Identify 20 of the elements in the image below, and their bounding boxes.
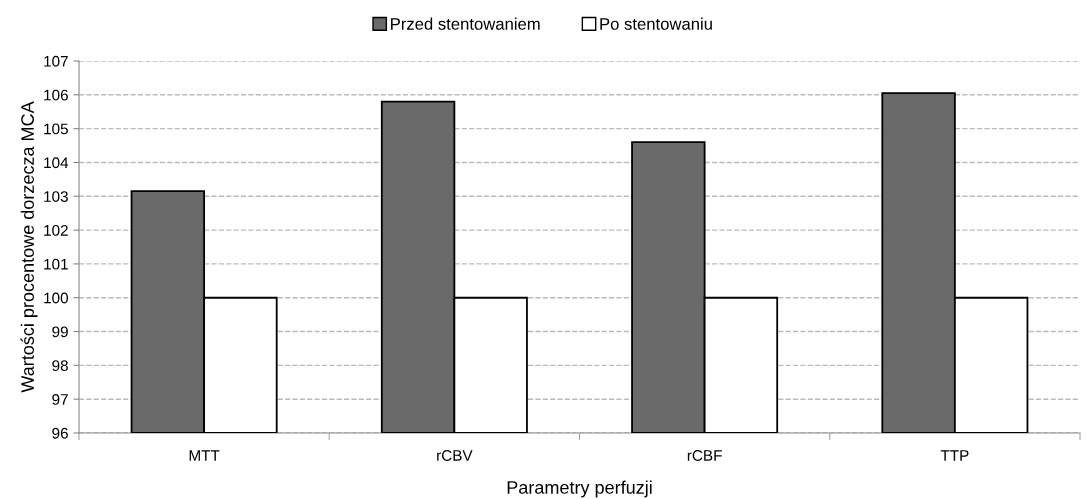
legend-label: Po stentowaniu — [600, 17, 712, 30]
y-axis-title: Wartości procentowe dorzecza MCA — [20, 101, 38, 393]
y-tick-label: 97 — [52, 394, 68, 405]
y-tick-label: 100 — [44, 292, 68, 304]
y-tick-label: 107 — [44, 55, 68, 67]
y-tick-label: 102 — [44, 224, 68, 236]
x-axis-title: Parametry perfuzji — [507, 480, 652, 498]
y-tick-label: 98 — [52, 360, 68, 372]
x-tick-label: MTT — [189, 450, 220, 461]
y-tick-label: 103 — [44, 191, 68, 202]
y-tick-label: 101 — [44, 258, 68, 270]
x-tick-label: TTP — [940, 450, 969, 461]
y-tick-label: 106 — [44, 89, 68, 101]
y-tick-label: 96 — [52, 427, 68, 439]
y-tick-label: 99 — [52, 326, 68, 338]
x-tick-label: rCBV — [437, 450, 473, 461]
y-tick-label: 105 — [44, 123, 68, 135]
legend-label: Przed stentowaniem — [391, 17, 540, 30]
x-tick-label: rCBF — [687, 450, 722, 461]
y-tick-label: 104 — [44, 157, 69, 169]
